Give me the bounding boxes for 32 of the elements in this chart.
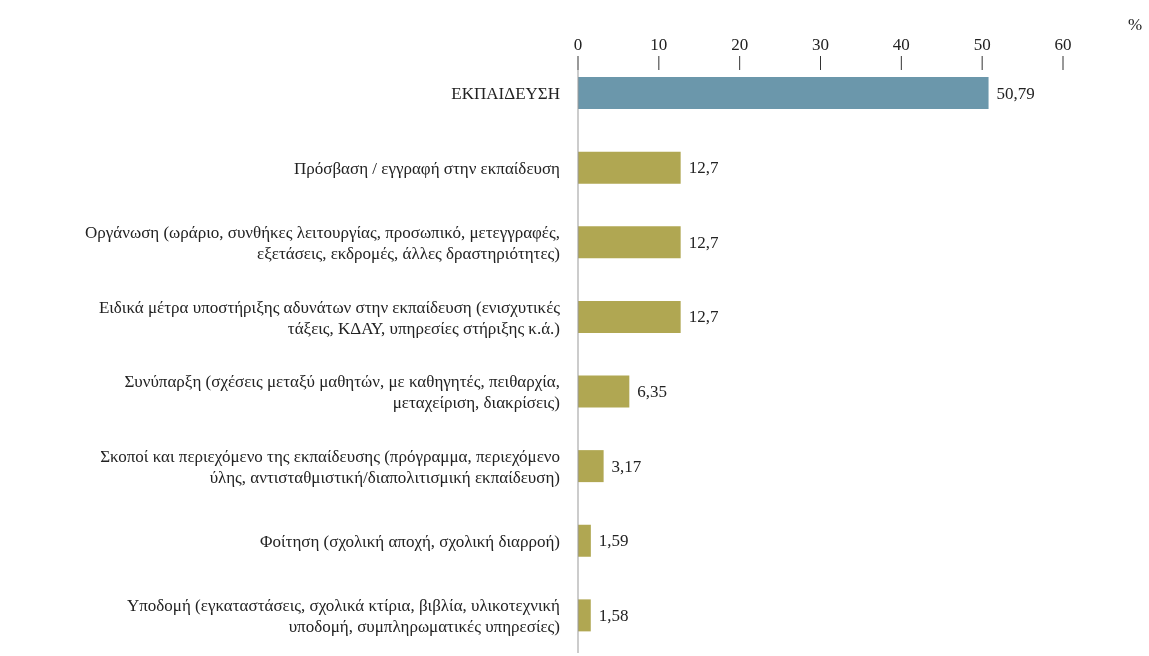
x-tick-label: 60	[1054, 35, 1072, 54]
data-label: 6,35	[637, 382, 668, 401]
bar	[578, 524, 591, 557]
data-label: 1,59	[598, 531, 629, 551]
y-tick-label: Οργάνωση (ωράριο, συνθήκες λειτουργίας, προσωπικό, μετεγγραφές, εξετάσεις, εκδρομές, άλλες δραστηριότητες)	[85, 222, 560, 263]
x-tick-label: 0	[573, 35, 583, 54]
data-label: 50,79	[996, 83, 1035, 103]
x-tick-label: 40	[892, 35, 910, 54]
bar	[578, 599, 591, 632]
x-tick-label: 20	[731, 35, 749, 54]
bar	[578, 300, 681, 333]
y-tick-label: Πρόσβαση / εγγραφή στην εκπαίδευση	[294, 158, 560, 178]
x-axis-title: %	[1127, 15, 1143, 34]
bar	[578, 77, 989, 109]
bar	[578, 151, 681, 184]
bar	[578, 450, 604, 483]
data-label: 1,58	[598, 605, 629, 625]
y-tick-label: Ειδικά μέτρα υποστήριξης αδυνάτων στην εκπαίδευση (ενισχυτικές τάξεις, ΚΔΑΥ, υπηρεσίες στήριξης κ.ά.)	[98, 297, 561, 338]
x-tick-label: 10	[650, 35, 668, 54]
data-label: 12,7	[688, 232, 719, 252]
y-tick-label: ΕΚΠΑΙΔΕΥΣΗ	[451, 83, 560, 103]
y-tick-label: Φοίτηση (σχολική αποχή, σχολική διαρροή)	[260, 531, 560, 551]
x-tick-label: 50	[973, 35, 991, 54]
data-label: 12,7	[688, 158, 719, 178]
x-tick-label: 30	[812, 35, 829, 54]
data-label: 3,17	[611, 456, 642, 476]
bar	[578, 375, 630, 408]
y-tick-label: Υποδομή (εγκαταστάσεις, σχολικά κτίρια, βιβλία, υλικοτεχνική υποδομή, συμπληρωματικές υπηρεσίες)	[126, 595, 560, 636]
y-tick-label: Σκοποί και περιεχόμενο της εκπαίδευσης (πρόγραμμα, περιεχόμενο ύλης, αντισταθμιστική/διαπολιτισμική εκπαίδευση)	[100, 446, 560, 487]
bar	[578, 226, 681, 259]
data-label: 12,7	[688, 307, 719, 327]
y-tick-label: Συνύπαρξη (σχέσεις μεταξύ μαθητών, με καθηγητές, πειθαρχία, μεταχείριση, διακρίσεις)	[124, 371, 560, 412]
